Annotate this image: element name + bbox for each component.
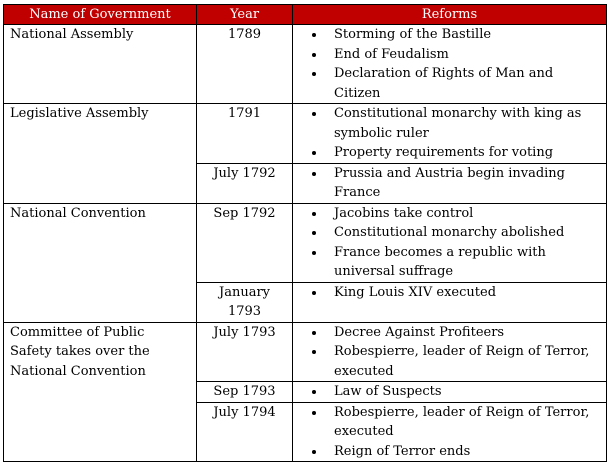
reforms-list: Robespierre, leader of Reign of Terror, … [299, 403, 600, 462]
year-cell: January 1793 [196, 281, 293, 323]
reform-item: Constitutional monarchy abolished [326, 223, 600, 243]
table-row: Committee of Public Safety takes over th… [3, 321, 607, 462]
reform-item: France becomes a republic with universal… [326, 243, 600, 282]
reforms-list: Law of Suspects [299, 382, 600, 402]
reforms-list: Jacobins take controlConstitutional mona… [299, 204, 600, 282]
reforms-list: Decree Against ProfiteersRobespierre, le… [299, 323, 600, 382]
table-row: July 1794 Robespierre, leader of Reign of… [4, 401, 607, 462]
header-year: Year [196, 4, 293, 25]
reform-item: King Louis XIV executed [326, 283, 600, 303]
reforms-list: Prussia and Austria begin invading Franc… [299, 164, 600, 203]
header-row: Name of Government Year Reforms [3, 4, 607, 25]
reforms-cell: Jacobins take controlConstitutional mona… [292, 202, 607, 283]
reform-item: Declaration of Rights of Man and Citizen [326, 64, 600, 103]
table-row: January 1793 King Louis XIV executed [4, 281, 607, 323]
header-government: Name of Government [3, 4, 197, 25]
table-row: Sep 1793 Law of Suspects [4, 381, 607, 403]
table-row: National Assembly1789Storming of the Bas… [3, 24, 607, 104]
reforms-cell: Decree Against ProfiteersRobespierre, le… [292, 321, 607, 382]
reform-item: Robespierre, leader of Reign of Terror, … [326, 403, 600, 442]
reforms-cell: King Louis XIV executed [292, 281, 607, 323]
reform-item: Constitutional monarchy with king as sym… [326, 104, 600, 143]
year-cell: July 1792 [196, 162, 293, 204]
government-name: Committee of Public Safety takes over th… [3, 321, 197, 462]
reform-item: End of Feudalism [326, 45, 600, 65]
reform-item: Property requirements for voting [326, 143, 600, 163]
year-cell: 1789 [196, 24, 293, 104]
reforms-cell: Prussia and Austria begin invading Franc… [292, 162, 607, 204]
reform-item: Decree Against Profiteers [326, 323, 600, 343]
reforms-list: Constitutional monarchy with king as sym… [299, 104, 600, 163]
government-name: Legislative Assembly [3, 103, 197, 204]
reform-item: Storming of the Bastille [326, 25, 600, 45]
reform-item: Prussia and Austria begin invading Franc… [326, 164, 600, 203]
year-cell: 1791 [196, 103, 293, 164]
year-cell: July 1793 [196, 321, 293, 382]
reforms-cell: Storming of the BastilleEnd of Feudalism… [292, 24, 607, 104]
table-header: Name of Government Year Reforms [3, 4, 607, 25]
year-cell: Sep 1792 [196, 202, 293, 283]
year-cell: Sep 1793 [196, 381, 293, 403]
reform-item: Law of Suspects [326, 382, 600, 402]
reforms-cell: Law of Suspects [292, 381, 607, 403]
reforms-list: King Louis XIV executed [299, 283, 600, 303]
year-cell: July 1794 [196, 401, 293, 462]
reform-item: Jacobins take control [326, 204, 600, 224]
reforms-list: Storming of the BastilleEnd of Feudalism… [299, 25, 600, 103]
reforms-cell: Constitutional monarchy with king as sym… [292, 103, 607, 164]
government-reforms-table: Name of Government Year Reforms National… [3, 4, 607, 462]
reform-item: Robespierre, leader of Reign of Terror, … [326, 342, 600, 381]
table-row: July 1792 Prussia and Austria begin invad… [4, 162, 607, 204]
header-reforms: Reforms [292, 4, 607, 25]
table-body: National Assembly1789Storming of the Bas… [3, 24, 607, 462]
reforms-cell: Robespierre, leader of Reign of Terror, … [292, 401, 607, 462]
government-name: National Convention [3, 202, 197, 323]
government-name: National Assembly [3, 24, 197, 104]
reform-item: Reign of Terror ends [326, 442, 600, 462]
